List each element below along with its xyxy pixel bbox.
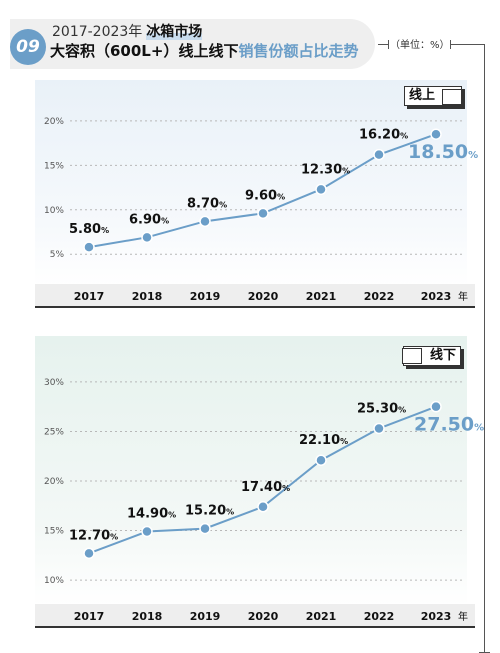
x-tick-label: 2018	[132, 290, 163, 303]
data-label: 25.30%	[357, 401, 406, 416]
data-point	[373, 148, 385, 161]
data-label: 18.50%	[408, 141, 478, 163]
unit-bracket-left	[378, 44, 388, 45]
y-tick-label: 30%	[44, 378, 64, 388]
online-panel-background	[35, 80, 467, 286]
page-title: 大容积（600L+）线上线下销售份额占比走势	[50, 40, 358, 61]
y-tick-label: 25%	[44, 427, 64, 437]
x-tick-label: 2022	[364, 610, 395, 623]
x-tick-label: 2022	[364, 290, 395, 303]
x-tick-label: 2023	[421, 290, 452, 303]
x-tick-label: 2020	[248, 610, 279, 623]
x-tick-label: 2019	[190, 610, 221, 623]
x-tick-label: 2021	[306, 610, 337, 623]
y-tick-label: 20%	[44, 477, 64, 487]
x-tick-label: 2019	[190, 290, 221, 303]
data-label: 5.80%	[69, 222, 109, 237]
y-tick-label: 10%	[44, 576, 64, 586]
data-point	[315, 454, 327, 466]
offline-panel-background	[35, 336, 467, 606]
title-line-1: 2017-2023年 冰箱市场	[52, 21, 203, 41]
y-tick-label: 15%	[44, 161, 64, 171]
title-years: 2017-2023年	[52, 24, 143, 40]
y-tick-label: 10%	[44, 206, 64, 216]
data-label: 9.60%	[245, 188, 285, 203]
data-label: 12.30%	[301, 162, 350, 177]
online-x-axis-bar	[35, 284, 475, 308]
store-icon	[402, 348, 422, 364]
title-accent: 销售份额占比走势	[238, 42, 359, 60]
y-tick-label: 15%	[44, 527, 64, 537]
data-point	[373, 422, 385, 435]
data-point	[430, 128, 442, 140]
data-point	[83, 241, 95, 253]
data-point	[141, 231, 153, 244]
data-point	[315, 183, 327, 196]
y-tick-label: 20%	[44, 117, 64, 127]
data-point	[141, 525, 153, 538]
x-tick-label: 2018	[132, 610, 163, 623]
x-tick-label: 2020	[248, 290, 279, 303]
x-unit-label: 年	[458, 290, 468, 303]
data-label: 14.90%	[127, 507, 176, 522]
data-label: 17.40%	[241, 480, 290, 495]
data-point	[430, 400, 442, 413]
data-label: 27.50%	[414, 414, 484, 436]
chart-0: 5% 10% 15% 20% 5.80% 6.90% 8.70% 9.60% 12.30% 16.…	[44, 117, 478, 303]
section-number-badge: 09	[10, 29, 46, 65]
title-market: 冰箱市场	[146, 24, 203, 40]
data-label: 12.70%	[69, 528, 118, 543]
x-tick-label: 2021	[306, 290, 337, 303]
x-tick-label: 2017	[74, 610, 105, 623]
chart-1: 10% 15% 20% 25% 30% 12.70% 14.90% 15.20% 17.40% 2…	[44, 378, 484, 623]
offline-panel-label: 线下	[430, 348, 457, 363]
data-label: 8.70%	[187, 196, 227, 211]
title-main: 大容积（600L+）线上线下	[50, 42, 239, 60]
data-label: 6.90%	[129, 212, 169, 227]
data-label: 16.20%	[359, 128, 408, 143]
data-point	[199, 215, 211, 228]
online-panel-label: 线上	[409, 88, 436, 103]
x-unit-label: 年	[458, 610, 468, 623]
y-tick-label: 5%	[50, 250, 65, 260]
unit-bracket-right	[450, 44, 485, 45]
x-tick-label: 2017	[74, 290, 105, 303]
unit-tick-left	[388, 40, 389, 49]
side-bracket-line	[484, 44, 485, 652]
offline-x-axis-bar	[35, 604, 475, 628]
data-label: 15.20%	[185, 504, 234, 519]
data-point	[83, 547, 95, 560]
data-point	[257, 207, 269, 220]
data-label: 22.10%	[299, 433, 348, 448]
data-point	[199, 522, 211, 535]
laptop-icon	[442, 89, 462, 105]
x-tick-label: 2023	[421, 610, 452, 623]
data-point	[257, 501, 269, 513]
unit-label: （单位：%）	[390, 40, 450, 51]
